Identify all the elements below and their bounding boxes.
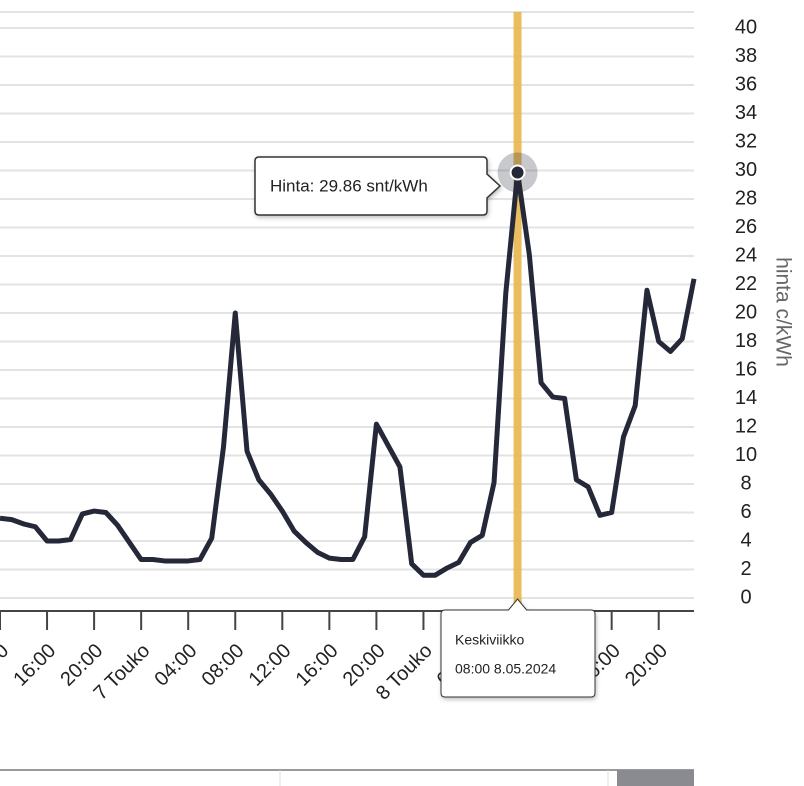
grid [0,11,694,599]
x-tick-label: 04:00 [151,640,202,691]
y-tick-label: 0 [740,586,751,608]
y-tick-label: 38 [735,45,757,67]
tooltips: Hinta: 29.86 snt/kWh Keskiviikko 08:00 8.0… [254,156,596,698]
scrollbar [0,769,694,786]
hover-point [509,164,526,181]
y-tick-label: 36 [735,73,757,95]
y-tick-label: 20 [735,301,757,323]
y-tick-label: 30 [735,159,757,181]
crosshair [513,12,522,611]
y-tick-label: 14 [735,387,757,409]
tooltip-box [440,598,596,698]
y-tick-label: 22 [735,273,757,295]
y-tick-label: 8 [740,472,751,494]
y-tick-label: 6 [740,501,751,523]
plot [0,12,697,611]
tooltip-weekday: Keskiviikko [455,632,524,648]
tooltip-box [254,156,502,216]
x-tick-label: 08:00 [198,640,249,691]
x-tick-label: 12:00 [0,640,13,691]
y-tick-label: 34 [735,102,757,124]
scrollbar-thumb[interactable] [617,770,694,786]
y-tick-label: 28 [735,187,757,209]
y-tick-label: 16 [735,358,757,380]
tooltip-text: Hinta: 29.86 snt/kWh [270,176,428,195]
y-axis-title: hinta c/kWh [771,257,794,367]
x-tick-label: 16:00 [292,640,343,691]
y-tick-label: 26 [735,216,757,238]
y-tick-label: 24 [735,244,757,266]
axes: 024681012141618202224262830323436384012:… [0,16,757,705]
y-tick-label: 2 [740,558,751,580]
y-tick-label: 18 [735,330,757,352]
y-tick-label: 32 [735,130,757,152]
y-tick-label: 40 [735,16,757,38]
tooltip-datetime: 08:00 8.05.2024 [455,661,556,677]
x-tick-label: 20:00 [621,640,672,691]
y-tick-label: 4 [740,529,751,551]
y-tick-label: 12 [735,415,757,437]
x-tick-label: 12:00 [245,640,296,691]
series-line [0,169,697,578]
y-tick-label: 10 [735,444,757,466]
x-tick-label: 16:00 [9,640,60,691]
